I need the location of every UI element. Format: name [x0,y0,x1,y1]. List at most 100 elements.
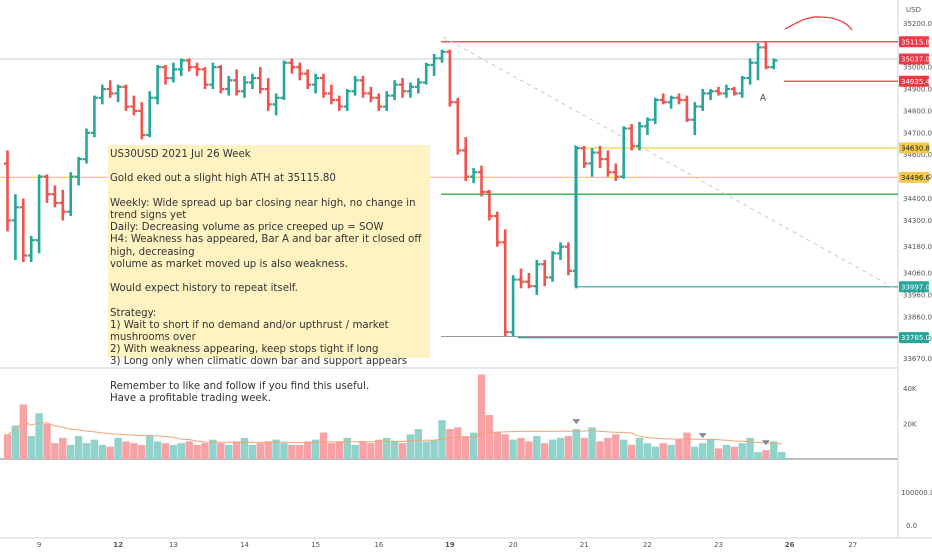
volume-bar [738,443,746,459]
volume-bar [327,443,336,459]
ohlc-bar [667,95,675,109]
volume-bar [114,437,122,459]
price-tick-label: 34400.0 [903,195,932,203]
ohlc-bar [288,58,296,74]
ohlc-bar [335,95,343,111]
volume-bar [27,436,35,459]
ohlc-bar [98,84,106,105]
volume-bar [288,444,296,459]
volume-bar [667,444,675,459]
ohlc-bar [525,273,533,289]
volume-bar [185,441,193,459]
volume-bar [43,423,51,459]
ohlc-bar [169,62,177,83]
volume-bar [161,443,170,459]
ohlc-bar [217,64,225,94]
volume-bar [146,436,154,459]
price-tick-label: 34900.0 [903,86,932,94]
ohlc-bar [106,80,114,98]
volume-bar [319,432,328,459]
ohlc-bar [462,137,470,182]
volume-bar [548,439,557,459]
ohlc-bar [51,185,59,208]
volume-bar [762,450,770,459]
ohlc-bar [11,194,19,260]
ohlc-bar [43,174,51,203]
ohlc-bar [714,86,723,96]
volume-bar [256,443,264,459]
volume-bar [477,374,486,459]
volume-bar [98,444,106,459]
volume-moving-average [7,420,782,445]
ohlc-bar [138,102,146,140]
ohlc-bar [154,64,162,105]
ohlc-bar [35,174,43,254]
volume-bar [643,443,652,459]
volume-bar [485,414,494,459]
volume-bar [635,437,644,459]
price-tag-label: 35037.0 [901,56,930,64]
volume-bar [232,441,241,459]
ohlc-bar [470,167,478,184]
price-tick-label: 35000.0 [903,64,932,72]
volume-bar [177,443,185,459]
volume-tick-label: 20K [903,420,917,428]
ohlc-bar [533,259,541,295]
ohlc-bar [651,97,659,125]
price-tag [899,281,929,293]
volume-bar [525,441,533,459]
ohlc-bar [82,128,91,164]
volume-bar [446,429,454,459]
ohlc-bar [477,165,486,197]
ohlc-bar [556,242,565,260]
volume-bar [683,432,691,459]
ohlc-bar [296,62,304,81]
volume-bar [770,441,778,459]
volume-bar [130,443,138,459]
price-tick-label: 33960.0 [903,291,932,299]
volume-bar [730,446,738,459]
price-tick-label: 34060.0 [903,270,932,278]
price-tag [899,171,929,183]
volume-bar [209,439,217,459]
lower-tick-label: 100000.0 [901,489,932,497]
hand-drawn-arc [784,16,853,31]
volume-bar [746,437,754,459]
ohlc-bar [509,275,517,337]
volume-bar [627,444,636,459]
volume-bar [588,427,596,459]
note-line: H4: Weakness has appeared, Bar A and bar… [110,234,425,258]
lower-tick-label: 0.0 [906,522,917,530]
ohlc-bar [762,41,770,70]
bar-a-label: A [760,93,767,103]
volume-bar [469,432,478,459]
ohlc-bar [367,86,375,103]
volume-bar [406,434,415,459]
price-tag-label: 33997.0 [901,283,930,291]
volume-bar [580,437,588,459]
ohlc-bar [612,163,620,182]
volume-bar [398,443,407,459]
note-line: volume as market moved up is also weakne… [110,258,349,270]
ohlc-bar [343,89,351,111]
volume-bar [706,439,715,459]
ohlc-bar [327,84,335,105]
ohlc-bar [201,67,209,90]
volume-tick-label: 40K [903,385,917,393]
volume-bar [35,413,43,459]
volume-bar [501,434,509,459]
time-tick-label: 26 [785,541,795,549]
volume-bar [651,446,659,459]
ohlc-bar [746,58,754,85]
price-tag-label: 34935.4 [901,78,930,86]
volume-bar [438,420,446,459]
volume-bar [225,444,233,459]
volume-bar [82,443,91,459]
ohlc-bar [707,89,715,100]
volume-bar [51,443,59,459]
note-line: 3) Long only when climatic down bar and … [110,356,408,368]
price-tag [899,36,929,48]
time-tick-label: 9 [37,541,41,549]
volume-bar [217,443,225,459]
note-line: Gold eked out a slight high ATH at 35115… [110,173,336,185]
